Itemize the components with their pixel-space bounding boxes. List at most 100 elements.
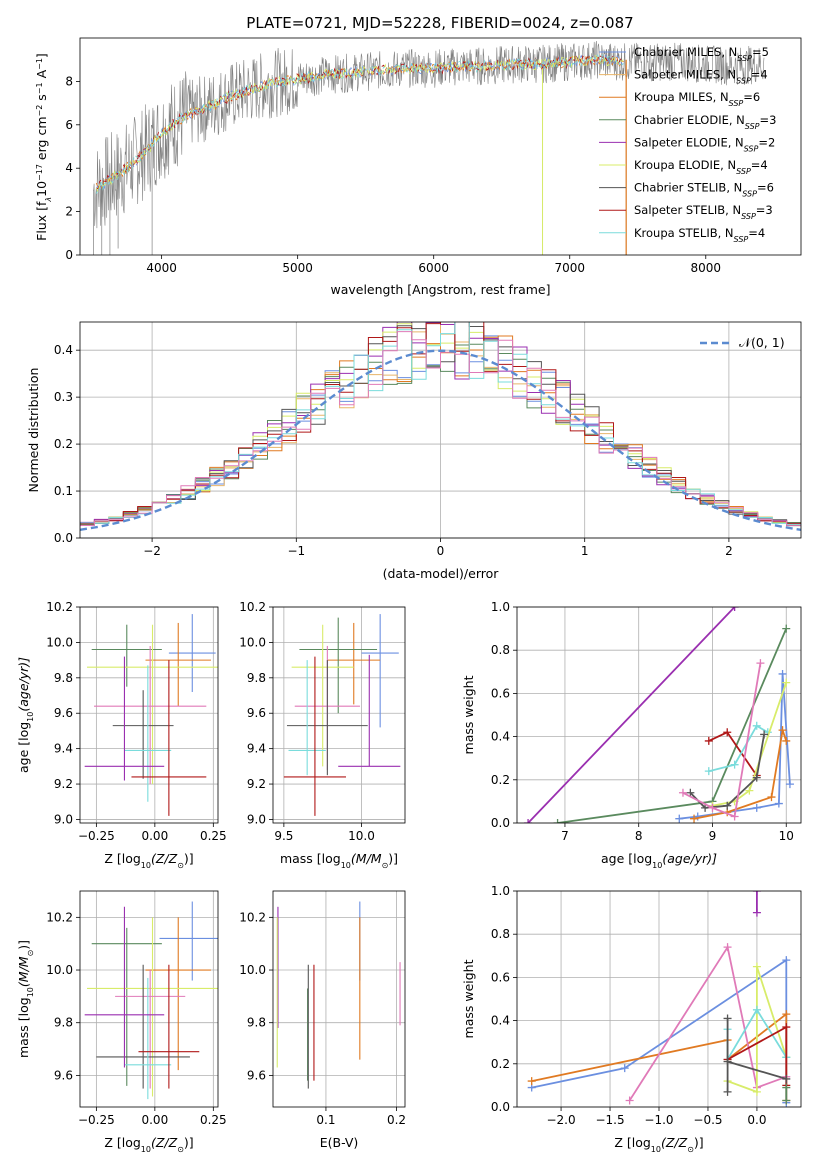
weight-marker xyxy=(527,1077,536,1086)
label-part: 10 xyxy=(652,861,662,870)
y-tick-label: 0.0 xyxy=(491,816,510,830)
figure-title: PLATE=0721, MJD=52228, FIBERID=0024, z=0… xyxy=(246,14,633,32)
x-tick-label: 0.25 xyxy=(200,1113,227,1127)
y-tick-label: 0.6 xyxy=(491,970,510,984)
y-tick-label: 9.2 xyxy=(54,777,73,791)
axes-frame xyxy=(516,606,802,824)
weight-series-line xyxy=(708,724,769,773)
gaussian-curve xyxy=(80,349,801,531)
weight-marker xyxy=(774,799,783,808)
label-part: ⊙ xyxy=(177,861,184,870)
weight-marker xyxy=(752,721,761,730)
weight-marker xyxy=(723,728,732,737)
label-part: λ xyxy=(44,197,53,203)
weight-marker xyxy=(708,803,717,812)
y-tick-label: 0.0 xyxy=(54,531,73,545)
y-tick-label: 9.6 xyxy=(247,1068,266,1082)
label-part: ⊙ xyxy=(177,1145,184,1154)
label-part: SSP xyxy=(742,189,757,198)
y-tick-label: 9.6 xyxy=(54,706,73,720)
x-tick-label: 8 xyxy=(635,829,643,843)
legend-label: Salpeter STELIB, NSSP=3 xyxy=(634,203,773,221)
x-tick-label: −2 xyxy=(143,544,161,558)
y-tick-label: 0.2 xyxy=(54,437,73,451)
y-tick-label: 1.0 xyxy=(491,884,510,898)
x-tick-label: 0 xyxy=(437,544,445,558)
x-axis-label: E(B-V) xyxy=(320,1135,359,1150)
y-tick-label: 10.2 xyxy=(239,910,266,924)
x-tick-label: −0.25 xyxy=(78,829,115,843)
label-part: SSP xyxy=(736,76,751,85)
label-part: 10 xyxy=(341,861,351,870)
weight-marker xyxy=(723,801,732,810)
label-part: Kroupa ELODIE, N xyxy=(634,158,736,172)
legend-label: Chabrier MILES, NSSP=5 xyxy=(634,45,769,63)
weight-marker xyxy=(723,943,732,952)
age-vs-mass-panel: 9.5 10.0 9.0 9.2 9.4 9.6 9.8 10.0 10.2 mass [log1… xyxy=(239,600,406,870)
label-part: SSP xyxy=(729,99,744,108)
label-part: (Z/Z xyxy=(151,1135,178,1150)
y-tick-label: 9.6 xyxy=(247,706,266,720)
label-part: SSP xyxy=(737,54,752,63)
label-part: =5 xyxy=(752,45,769,59)
spectrum-panel: 4000 5000 6000 7000 8000 0 2 4 6 8 Chabrier MILES,… xyxy=(34,37,802,297)
weight-marker xyxy=(782,1074,791,1083)
weight-marker xyxy=(553,819,562,823)
weight-marker xyxy=(752,891,761,895)
y-tick-label: 0.8 xyxy=(491,927,510,941)
weight-marker xyxy=(778,726,787,735)
legend-label: Chabrier ELODIE, NSSP=3 xyxy=(634,113,776,131)
label-part: −1 xyxy=(35,58,44,70)
label-part: E(B-V) xyxy=(320,1135,359,1150)
label-part: SSP xyxy=(744,144,759,153)
x-tick-label: 5000 xyxy=(282,261,313,275)
x-tick-label: −2.0 xyxy=(546,1113,575,1127)
weight-marker xyxy=(730,812,739,821)
weight-series-line xyxy=(727,966,788,1094)
label-part: SSP xyxy=(745,121,760,130)
label-part: ] xyxy=(34,53,49,58)
label-part: (M/M xyxy=(351,851,382,866)
age-vs-z-panel: −0.25 0.00 0.25 9.0 9.2 9.4 9.6 9.8 10.0 10.2 Z [l… xyxy=(16,600,227,870)
x-tick-label: −1.5 xyxy=(595,1113,624,1127)
x-axis-label: wavelength [Angstrom, rest frame] xyxy=(330,282,550,297)
weight-marker xyxy=(782,956,791,965)
y-tick-label: 10.2 xyxy=(239,600,266,614)
axes-frame xyxy=(272,890,406,1108)
x-axis-label: Z [log10(Z/Z⊙)] xyxy=(614,1135,703,1154)
label-part: mass [log xyxy=(16,997,31,1058)
weight-marker xyxy=(782,1096,791,1105)
label-part: Z [log xyxy=(104,851,140,866)
mass-vs-z-panel: −0.25 0.00 0.259.69.810.010.2Z [log10(Z/Z⊙… xyxy=(16,890,227,1154)
axes-frame xyxy=(79,321,802,539)
x-tick-label: 2 xyxy=(725,544,733,558)
label-part: =3 xyxy=(756,203,773,217)
weight-lines xyxy=(527,891,791,1107)
y-tick-label: 0.8 xyxy=(491,643,510,657)
label-part: Z [log xyxy=(104,1135,140,1150)
weight-marker xyxy=(723,1057,732,1066)
label-part: =4 xyxy=(748,226,765,240)
label-part: erg cm xyxy=(34,117,49,165)
label-part: (age/yr)] xyxy=(16,657,31,712)
label-part: Kroupa MILES, N xyxy=(634,90,729,104)
x-tick-label: −0.5 xyxy=(693,1113,722,1127)
label-part: )] xyxy=(694,1135,704,1150)
y-tick-label: 1.0 xyxy=(491,600,510,614)
weight-marker xyxy=(524,819,533,823)
label-part: −2 xyxy=(35,105,44,117)
weight-marker xyxy=(730,607,739,611)
y-axis-label: mass [log10(M/M⊙)] xyxy=(16,940,35,1058)
y-tick-label: 9.6 xyxy=(54,1068,73,1082)
legend-label: Chabrier STELIB, NSSP=6 xyxy=(634,181,774,199)
x-tick-label: 0.00 xyxy=(141,829,168,843)
label-part: Salpeter ELODIE, N xyxy=(634,135,744,149)
weight-marker xyxy=(701,803,710,812)
y-tick-label: 9.8 xyxy=(54,671,73,685)
y-tick-label: 0.4 xyxy=(54,343,73,357)
y-axis-label: Flux [fλ10−17 erg cm−2 s−1 A−1] xyxy=(34,53,53,241)
y-tick-label: 0.4 xyxy=(491,1014,510,1028)
x-tick-label: −1.0 xyxy=(644,1113,673,1127)
legend-label: Kroupa ELODIE, NSSP=4 xyxy=(634,158,768,176)
